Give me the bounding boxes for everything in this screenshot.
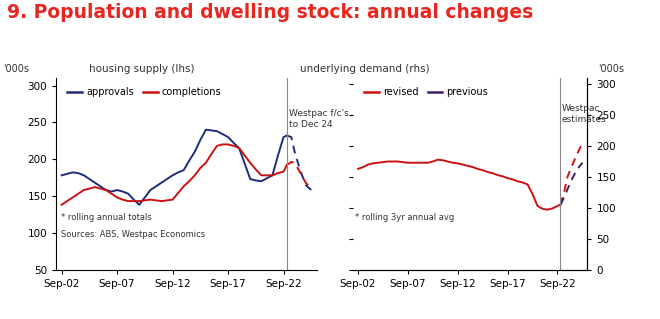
Text: Sources: ABS, Westpac Economics: Sources: ABS, Westpac Economics	[61, 230, 205, 239]
Text: '000s: '000s	[599, 64, 624, 74]
Text: underlying demand (rhs): underlying demand (rhs)	[300, 64, 430, 74]
Legend: revised, previous: revised, previous	[360, 83, 492, 101]
Text: Westpac
estimates: Westpac estimates	[562, 104, 607, 124]
Text: '000s: '000s	[3, 64, 29, 74]
Text: * rolling 3yr annual avg: * rolling 3yr annual avg	[356, 213, 455, 222]
Text: Westpac f/c's
to Dec 24: Westpac f/c's to Dec 24	[288, 109, 348, 129]
Legend: approvals, completions: approvals, completions	[63, 83, 225, 101]
Text: * rolling annual totals: * rolling annual totals	[61, 213, 152, 222]
Text: 9. Population and dwelling stock: annual changes: 9. Population and dwelling stock: annual…	[7, 3, 533, 22]
Text: housing supply (lhs): housing supply (lhs)	[89, 64, 195, 74]
